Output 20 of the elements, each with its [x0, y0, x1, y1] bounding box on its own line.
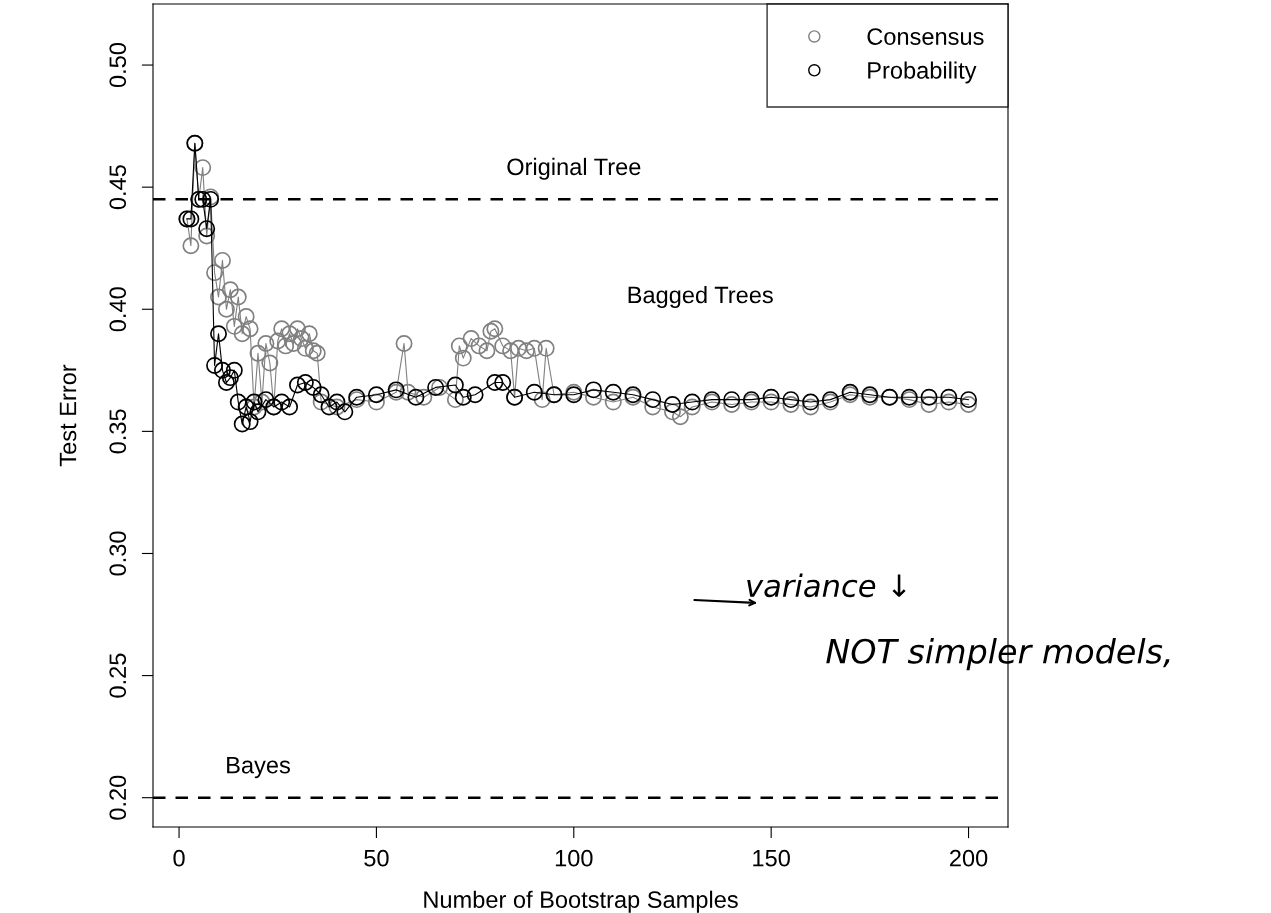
legend-label: Consensus [867, 28, 984, 45]
x-tick-label: 100 [555, 849, 593, 867]
y-axis-title: Test Error [59, 364, 77, 467]
y-tick-label: 0.25 [109, 653, 127, 698]
y-tick-label: 0.20 [109, 775, 127, 820]
x-tick-label: 50 [364, 849, 389, 867]
x-axis-title: Number of Bootstrap Samples [424, 890, 738, 913]
y-tick-label: 0.45 [109, 165, 127, 210]
legend-label: Probability [868, 61, 977, 84]
y-tick-label: 0.35 [109, 409, 127, 454]
annotation: Bagged Trees [628, 285, 773, 308]
x-tick-label: 0 [173, 849, 185, 867]
y-tick-label: 0.40 [109, 287, 127, 332]
annotation: variance ↓ [747, 573, 906, 598]
y-tick-label: 0.50 [109, 43, 127, 88]
ref-line-label: Original Tree [507, 157, 641, 180]
y-tick-label: 0.30 [109, 531, 127, 576]
ref-line-label: Bayes [227, 757, 290, 779]
x-tick-label: 150 [753, 849, 790, 867]
x-tick-label: 200 [950, 849, 988, 867]
